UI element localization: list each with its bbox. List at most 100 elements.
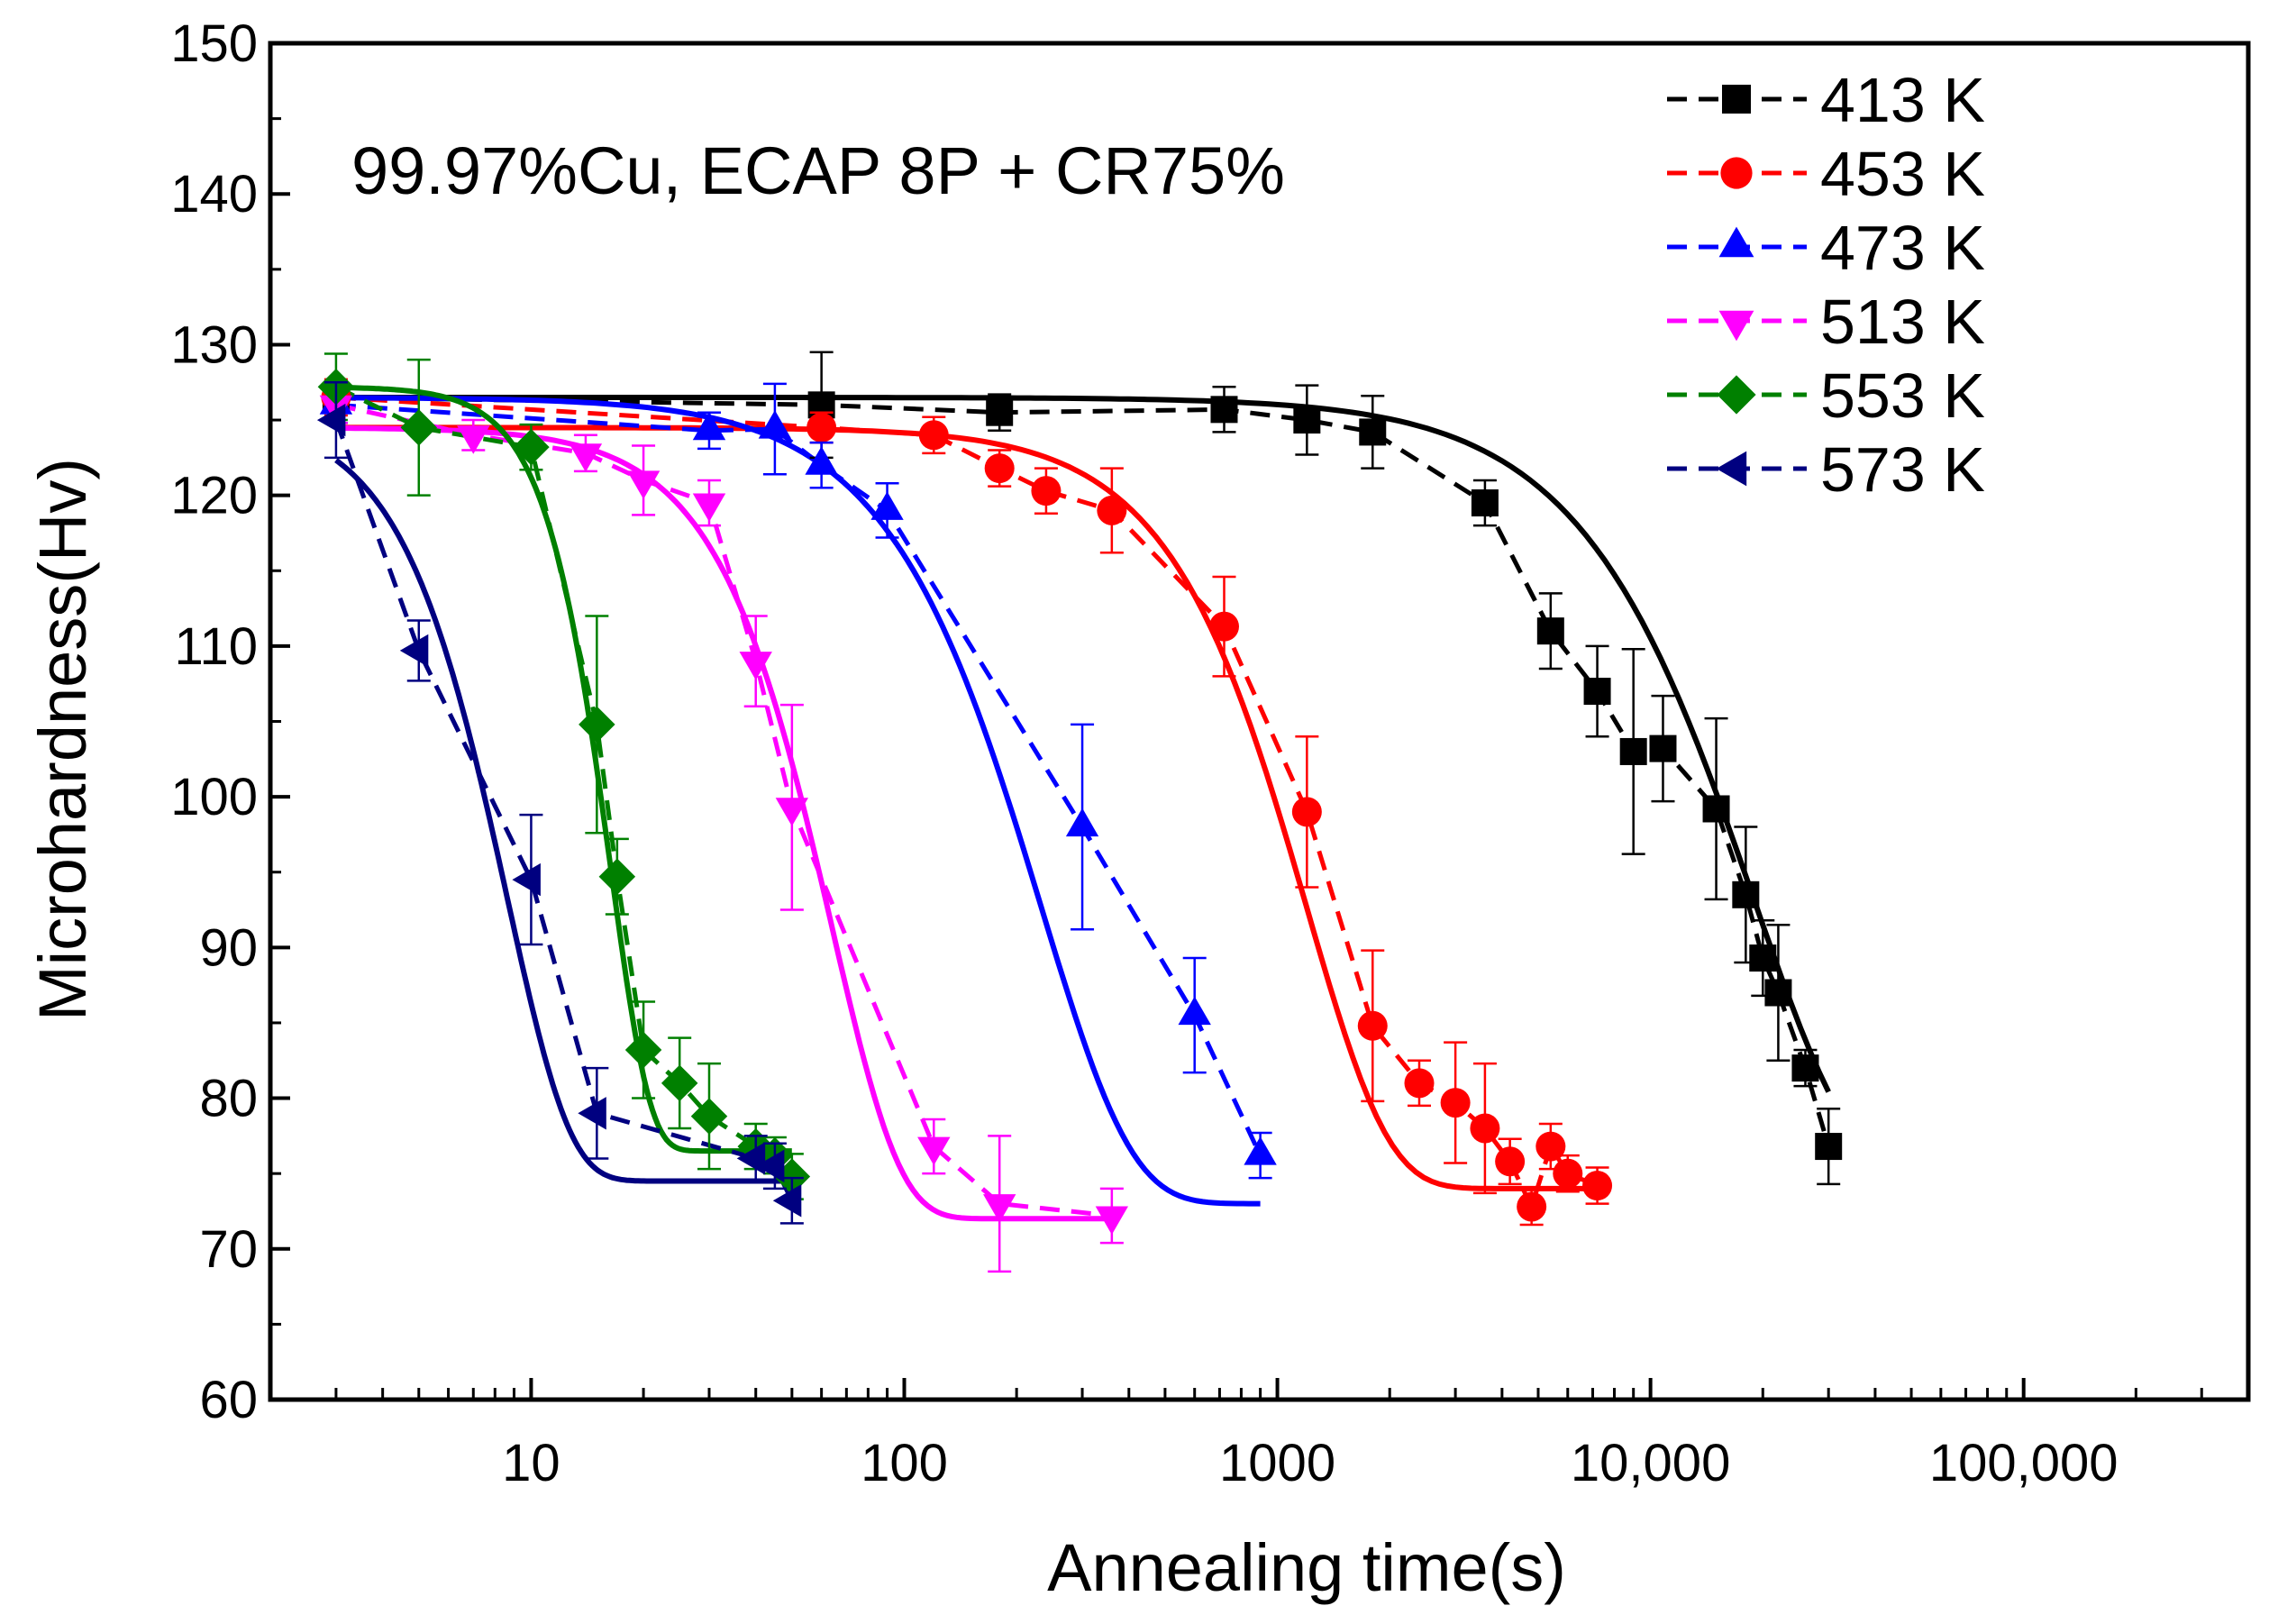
data-marker [1178,996,1211,1026]
x-tick-label: 100,000 [1929,1434,2119,1492]
data-marker [598,858,636,895]
data-marker [578,1097,606,1130]
data-marker [772,1184,802,1218]
series-453-k-point [1535,1122,1566,1171]
series-413-k-point [1791,1048,1819,1088]
series-413-k-point [1293,384,1321,456]
x-tick-label: 100 [861,1434,948,1492]
series-573-k-dashed-line [333,419,795,1202]
data-marker [512,862,541,897]
data-marker [457,425,490,454]
series-453-k-fit-curve [335,424,1598,1191]
data-marker [775,798,808,826]
series-413-k-point [1815,1108,1843,1186]
series-473-k-point [1244,1131,1277,1180]
data-marker [1210,396,1238,424]
data-marker [1619,737,1647,765]
y-axis-ticks: 60 70 80 90 100 110 120 130 140 150 [170,14,290,1429]
data-marker [1031,476,1062,506]
series-553-k-fit-curve [335,384,792,1154]
data-marker [1732,880,1760,908]
series-553-k-point [598,837,636,916]
data-marker [917,1136,951,1166]
series-513-k-point [457,418,490,454]
series-573-k-fit-curve [334,458,792,1184]
legend-marker [1720,157,1753,189]
data-marker [1293,406,1321,434]
series-453-k-point [1553,1154,1583,1193]
series-473-k-dashed-line [335,402,1262,1157]
series-513-k-point [739,615,772,708]
y-axis-title: Microhardness(Hv) [25,458,100,1021]
series-413-k-point [1732,826,1760,964]
series-573-k-point [512,813,543,946]
series-553-k-point [624,1000,662,1099]
series-453-k-point [1291,734,1322,889]
data-marker [1440,1088,1471,1118]
data-marker [1583,678,1611,706]
series-413-k-point [1210,386,1238,433]
data-marker [1517,1191,1547,1222]
y-tick-label: 70 [199,1220,258,1279]
legend-label: 473 K [1820,213,1985,283]
data-marker [624,1031,662,1069]
series-573-k-point [755,1142,787,1191]
series-413-k-point [1471,479,1499,527]
series-553-k-point [400,358,438,497]
data-marker [569,443,603,472]
y-tick-label: 130 [170,315,258,374]
data-marker [1535,1131,1566,1162]
series-453-k-point [918,415,949,455]
data-marker [984,453,1015,484]
data-marker [805,446,838,475]
data-marker [806,412,837,442]
series-413-k-point [1359,395,1387,470]
series-473-k-point [692,411,726,451]
series-473-k-point [805,441,838,489]
legend-item-553-k: 553 K [1667,360,1985,431]
y-tick-label: 100 [170,768,258,826]
data-marker [1471,489,1499,517]
x-axis-title: Annealing time(s) [1047,1530,1566,1605]
series-553-k-dashed-line [334,385,794,1179]
series-453-k-point [1495,1137,1526,1186]
series-453-k-point [1208,575,1239,678]
legend-item-473-k: 473 K [1667,213,1985,283]
legend-marker [1718,310,1754,342]
series-473-k-fit-curve [335,395,1261,1207]
legend-item-453-k: 453 K [1667,139,1985,209]
data-marker [1536,617,1564,645]
data-marker [626,470,661,499]
series-513-k-point [692,479,726,527]
data-marker [986,398,1014,426]
y-tick-label: 90 [199,918,258,977]
series-453-k-point [984,449,1015,488]
data-marker [690,1098,728,1135]
series-453-k-point [1031,467,1062,515]
series-413-k-point [986,393,1014,433]
y-tick-label: 150 [170,14,258,73]
series-453-k-point [806,411,837,444]
y-tick-label: 110 [175,617,258,676]
data-marker [692,411,726,441]
data-marker [1359,418,1387,446]
series-453-k-point [1582,1166,1613,1205]
y-tick-label: 60 [199,1371,258,1429]
series-473-k-point [870,482,904,539]
series-553-k-point [661,1036,698,1130]
series-413-k-point [1583,644,1611,738]
series-413-k-point [1649,694,1677,803]
x-tick-label: 10,000 [1571,1434,1730,1492]
legend-label: 553 K [1820,360,1985,431]
series-553-k-point [690,1062,728,1171]
data-marker [400,409,438,446]
series-473-k-point [1065,723,1099,931]
data-marker [1244,1136,1277,1165]
series-473-k-point [758,382,792,476]
y-tick-label: 80 [199,1070,258,1128]
series-573-k-point [316,381,348,460]
series-453-k-point [1517,1187,1547,1227]
data-marker [661,1064,698,1102]
series-573-k-point [399,619,431,682]
